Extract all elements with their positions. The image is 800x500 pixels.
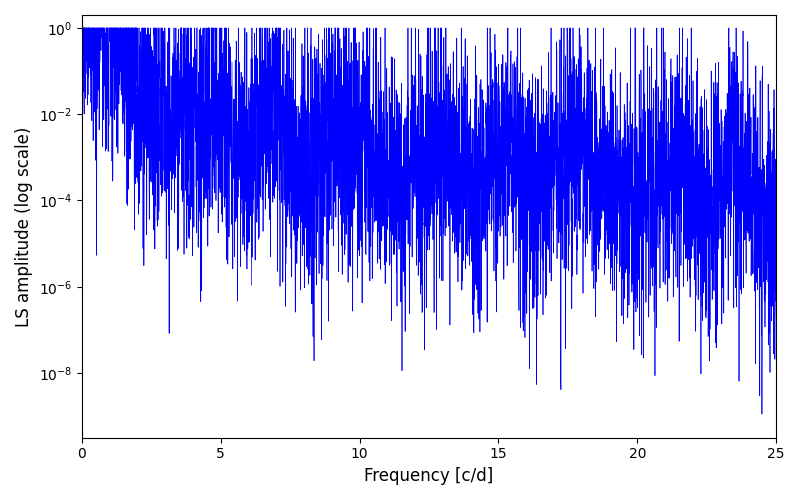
X-axis label: Frequency [c/d]: Frequency [c/d] (364, 467, 494, 485)
Y-axis label: LS amplitude (log scale): LS amplitude (log scale) (15, 126, 33, 326)
